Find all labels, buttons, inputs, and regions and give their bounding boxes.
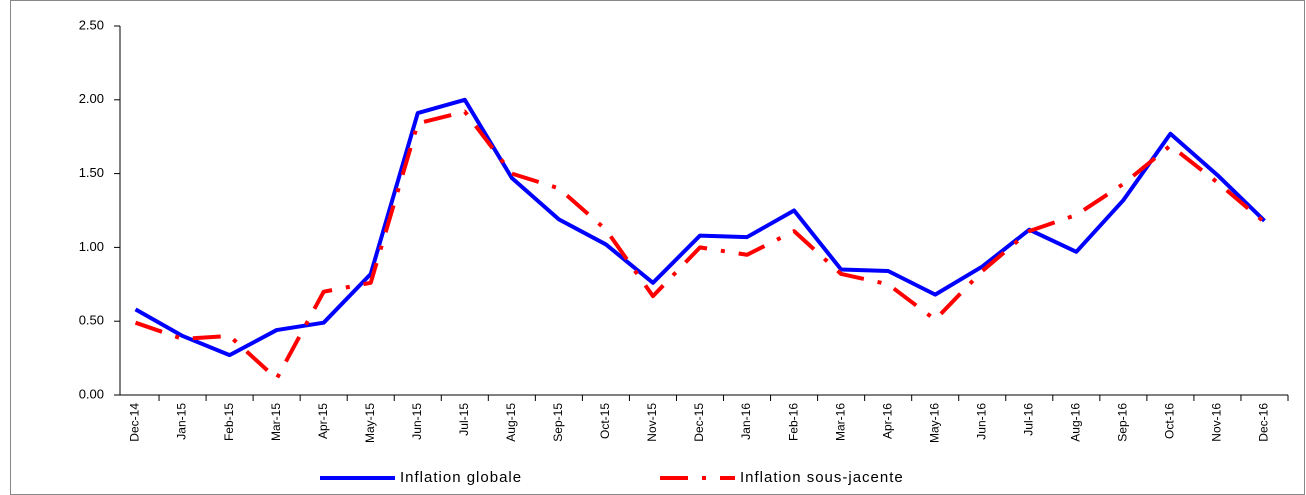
- x-tick-label: Jul-15: [457, 403, 471, 436]
- x-tick-label: Oct-16: [1163, 403, 1177, 439]
- line-series: [134, 109, 1266, 381]
- x-tick-label: Apr-16: [880, 403, 894, 439]
- x-tick-label: Nov-15: [645, 403, 659, 442]
- x-tick-label: Jul-16: [1021, 403, 1035, 436]
- legend-label: Inflation globale: [400, 469, 522, 486]
- x-tick-label: Feb-15: [222, 403, 236, 441]
- y-tick-label: 2.50: [79, 17, 104, 32]
- y-tick-label: 1.50: [79, 165, 104, 180]
- x-tick-label: Jan-15: [175, 403, 189, 440]
- x-tick-label: Dec-16: [1257, 403, 1271, 442]
- x-tick-label: Nov-16: [1210, 403, 1224, 442]
- y-tick-label: 1.00: [79, 239, 104, 254]
- x-tick-label: Sep-15: [551, 403, 565, 442]
- line-series: [134, 97, 1266, 358]
- y-tick-label: 0.00: [79, 386, 104, 401]
- x-tick-label: Mar-15: [269, 403, 283, 441]
- x-tick-label: Mar-16: [833, 403, 847, 441]
- x-tick-label: Aug-15: [504, 403, 518, 442]
- x-tick-label: Oct-15: [598, 403, 612, 439]
- legend-label: Inflation sous-jacente: [740, 469, 904, 486]
- x-tick-label: Jun-16: [974, 403, 988, 440]
- x-tick-label: May-15: [363, 403, 377, 443]
- x-tick-label: Aug-16: [1068, 403, 1082, 442]
- x-tick-label: Feb-16: [786, 403, 800, 441]
- x-tick-label: Jan-16: [739, 403, 753, 440]
- y-tick-label: 2.00: [79, 91, 104, 106]
- x-tick-label: May-16: [927, 403, 941, 443]
- x-tick-label: Sep-16: [1116, 403, 1130, 442]
- x-tick-label: Dec-15: [692, 403, 706, 442]
- y-tick-label: 0.50: [79, 313, 104, 328]
- x-tick-label: Dec-14: [128, 403, 142, 442]
- x-tick-label: Apr-15: [316, 403, 330, 439]
- x-tick-label: Jun-15: [410, 403, 424, 440]
